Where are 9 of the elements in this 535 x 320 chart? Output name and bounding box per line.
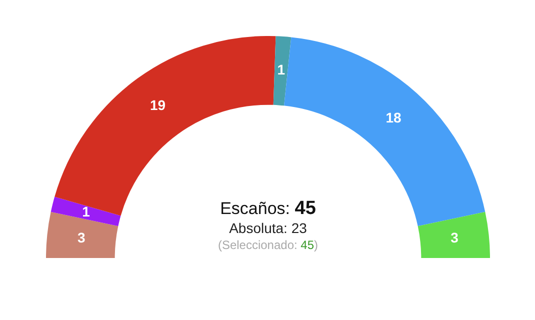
text: (Seleccionado: 45) [216, 237, 320, 254]
data-label: 3 [78, 229, 86, 246]
text: Absoluta: 23 [228, 219, 308, 237]
text: Escaños: 45 [219, 198, 317, 219]
data-label: 18 [386, 109, 402, 126]
data-label: 19 [150, 97, 166, 114]
data-label: 3 [450, 229, 459, 246]
data-label: 1 [82, 203, 90, 220]
data-label: 1 [277, 62, 286, 78]
